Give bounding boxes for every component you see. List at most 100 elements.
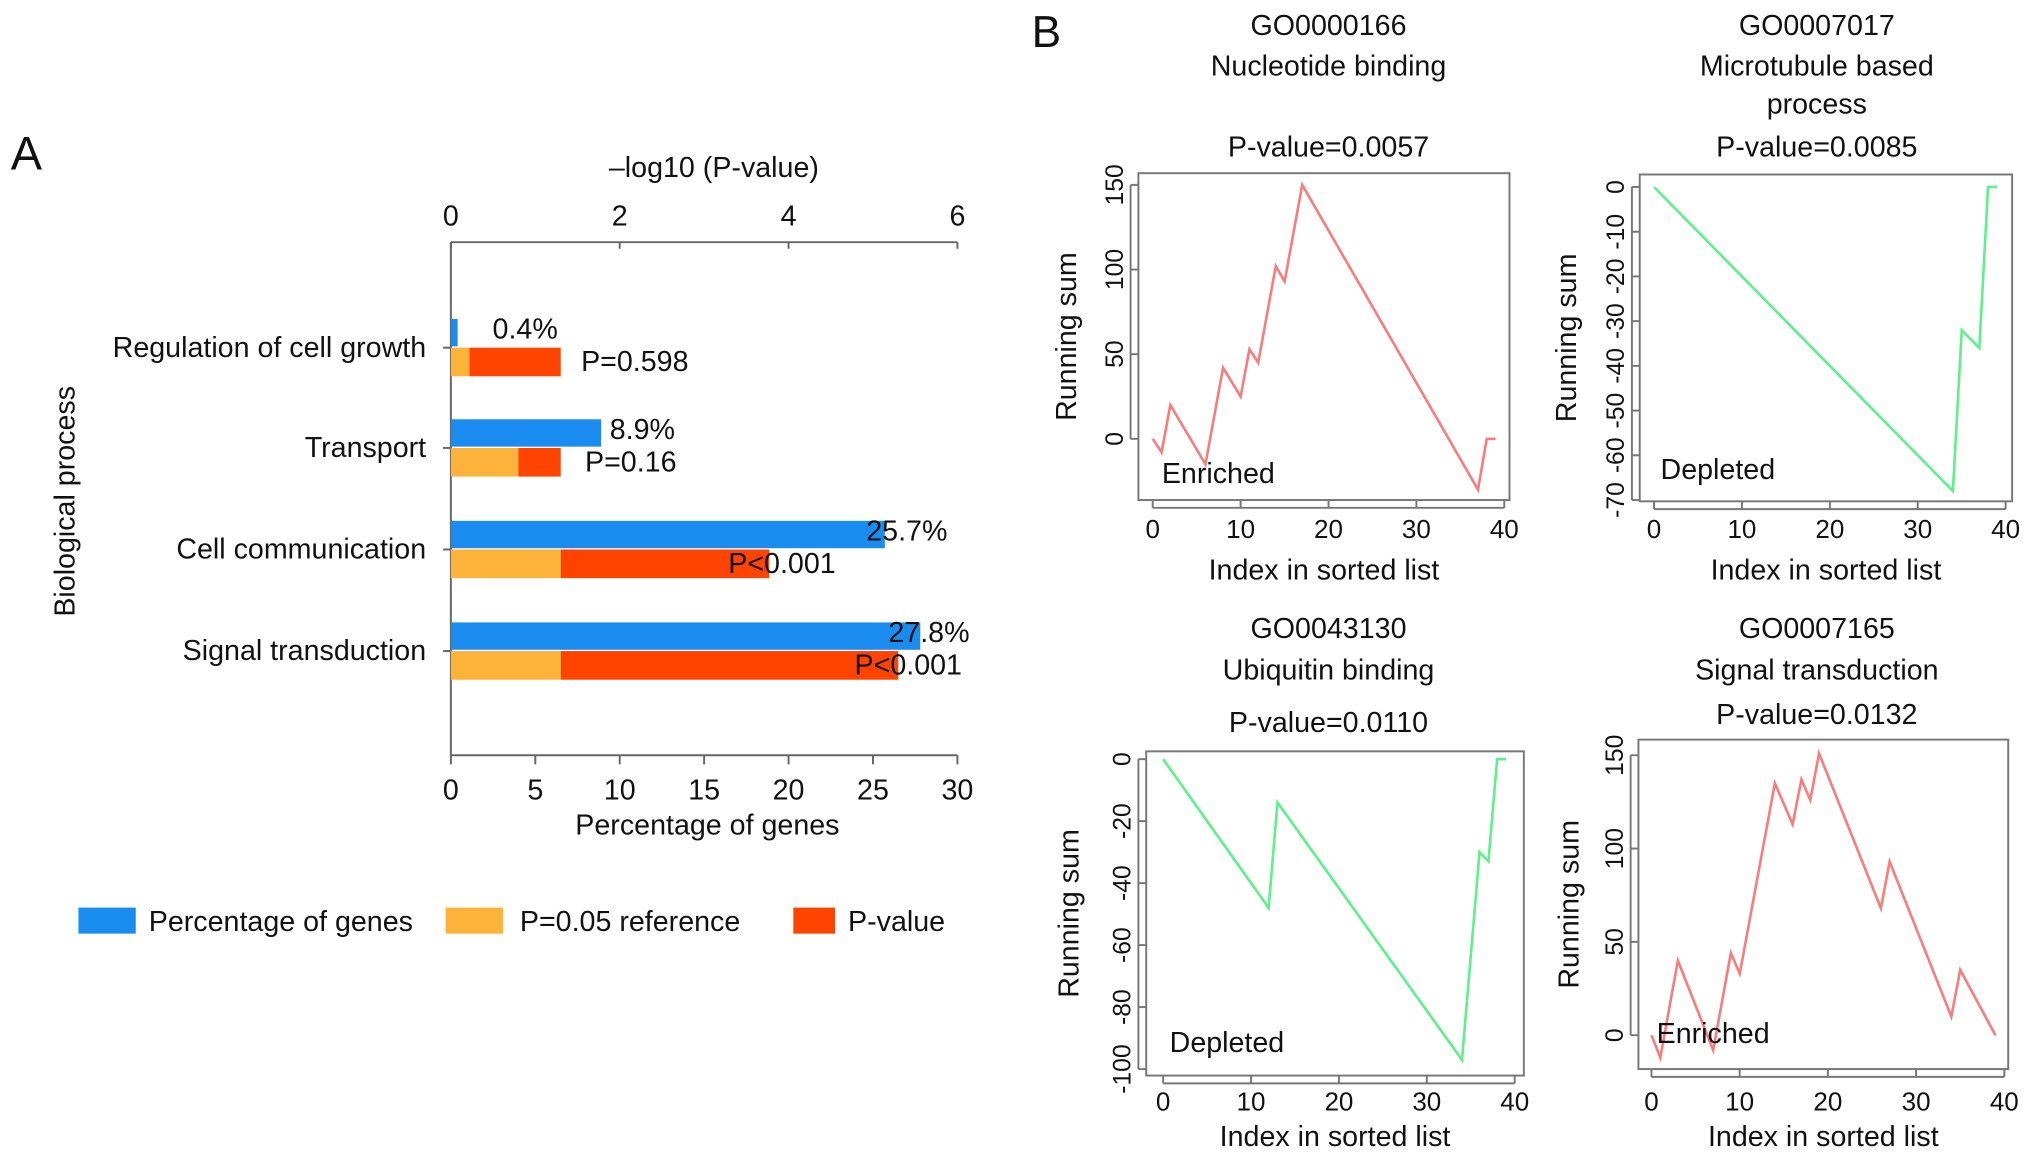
top-axis-tick-label: 2 xyxy=(612,200,628,232)
panel-label-b: B xyxy=(1032,8,1062,57)
x-axis-tick-label: 5 xyxy=(527,775,543,807)
x-axis-tick-label: 0 xyxy=(443,775,459,807)
legend-swatch xyxy=(793,907,836,934)
panel-label-a: A xyxy=(11,127,43,179)
pvalue-data-label: P=0.16 xyxy=(585,446,677,478)
y-axis-tick-label: 150 xyxy=(1102,164,1129,205)
x-axis-tick-label: 0 xyxy=(1145,514,1159,544)
x-axis-tick-label: 15 xyxy=(688,775,720,807)
running-sum-line xyxy=(1650,748,1997,1063)
legend-label: P-value xyxy=(848,906,945,938)
category-label: Signal transduction xyxy=(183,635,426,667)
reference-bar xyxy=(450,549,561,579)
percentage-bar xyxy=(450,419,602,447)
y-axis-tick-label: -70 xyxy=(1603,482,1630,518)
go-term-title: Microtubule based xyxy=(1700,51,1934,83)
x-axis-tick-label: 10 xyxy=(604,775,636,807)
x-axis-tick-label: 10 xyxy=(1237,1087,1266,1117)
category-label: Transport xyxy=(305,432,426,464)
percentage-data-label: 27.8% xyxy=(888,617,969,649)
y-axis-tick-label: -100 xyxy=(1110,1044,1137,1094)
y-axis-tick-label: -20 xyxy=(1603,259,1630,295)
running-sum-plot-go0043130: GO0043130 Ubiquitin binding P-value=0.0110… xyxy=(1054,613,1530,1153)
enrichment-annotation: Depleted xyxy=(1661,454,1776,486)
x-axis-tick-label: 10 xyxy=(1226,514,1255,544)
legend: Percentage of genes P=0.05 reference P-val… xyxy=(78,906,945,938)
pvalue-title: P-value=0.0057 xyxy=(1228,131,1429,163)
pvalue-title: P-value=0.0110 xyxy=(1229,707,1428,739)
x-axis-tick-label: 20 xyxy=(1324,1087,1353,1117)
percentage-bar xyxy=(450,622,921,650)
legend-label: P=0.05 reference xyxy=(520,906,740,938)
x-axis-title: Percentage of genes xyxy=(575,810,839,842)
running-sum-panel: GO0000166 Nucleotide binding P-value=0.005… xyxy=(1051,10,2020,1153)
y-axis-tick-label: 0 xyxy=(1102,432,1129,446)
x-axis-tick-label: 40 xyxy=(1490,514,1519,544)
y-axis-tick-label: -10 xyxy=(1603,214,1630,250)
go-id-title: GO0007017 xyxy=(1739,10,1895,42)
percentage-bar xyxy=(450,319,458,347)
y-axis-tick-label: -30 xyxy=(1603,303,1630,339)
x-axis-title: Index in sorted list xyxy=(1220,1121,1451,1153)
y-axis-tick-label: -60 xyxy=(1110,927,1137,963)
y-axis-tick-label: -80 xyxy=(1110,989,1137,1025)
y-axis-title: Running sum xyxy=(1554,820,1586,989)
category-label: Cell communication xyxy=(176,534,426,566)
reference-bar xyxy=(450,447,519,477)
category-label: Regulation of cell growth xyxy=(113,332,426,364)
pvalue-bar xyxy=(560,549,770,579)
reference-bar xyxy=(450,651,561,680)
running-sum-plot-go0007017: GO0007017 Microtubule based process P-value… xyxy=(1551,10,2020,586)
running-sum-line xyxy=(1151,181,1496,494)
x-axis-tick-label: 20 xyxy=(1815,514,1844,544)
x-axis-tick-label: 30 xyxy=(941,775,973,807)
x-axis-tick-label: 40 xyxy=(1990,1087,2019,1117)
x-axis-title: Index in sorted list xyxy=(1711,554,1942,586)
plot-frame xyxy=(1637,738,2010,1071)
y-axis-tick-label: -40 xyxy=(1110,865,1137,901)
plot-frame xyxy=(1638,173,2014,503)
x-axis-tick-label: 40 xyxy=(1500,1087,1529,1117)
x-axis-tick-label: 0 xyxy=(1647,514,1661,544)
pvalue-bar xyxy=(469,347,561,377)
y-axis-tick-label: 0 xyxy=(1602,1028,1629,1042)
x-axis-tick-label: 20 xyxy=(1314,514,1343,544)
enrichment-annotation: Enriched xyxy=(1657,1018,1770,1050)
percentage-bar xyxy=(450,520,885,549)
pvalue-bar xyxy=(560,651,899,680)
percentage-data-label: 8.9% xyxy=(610,414,675,446)
percentage-data-label: 25.7% xyxy=(866,515,947,547)
go-id-title: GO0043130 xyxy=(1251,613,1407,645)
x-axis-tick-label: 25 xyxy=(857,775,889,807)
top-axis-tick-label: 6 xyxy=(949,200,965,232)
x-axis-tick-label: 0 xyxy=(1156,1087,1170,1117)
legend-swatch xyxy=(78,907,136,934)
x-axis-tick-label: 10 xyxy=(1727,514,1756,544)
x-axis-tick-label: 30 xyxy=(1402,514,1431,544)
x-axis-tick-label: 40 xyxy=(1991,514,2020,544)
y-axis-tick-label: 0 xyxy=(1110,752,1137,766)
pvalue-data-label: P<0.001 xyxy=(728,548,835,580)
y-axis-title: Biological process xyxy=(50,386,82,617)
pvalue-title: P-value=0.0085 xyxy=(1716,131,1917,163)
y-axis-tick-label: 50 xyxy=(1602,928,1629,956)
y-axis-tick-label: 100 xyxy=(1102,249,1129,290)
y-axis-tick-label: -40 xyxy=(1603,348,1630,384)
top-axis-tick-label: 4 xyxy=(781,200,797,232)
x-axis-tick-label: 30 xyxy=(1903,514,1932,544)
running-sum-plot-go0000166: GO0000166 Nucleotide binding P-value=0.005… xyxy=(1051,10,1519,586)
y-axis-tick-label: 50 xyxy=(1102,340,1129,368)
x-axis-title: Index in sorted list xyxy=(1708,1121,1939,1153)
go-term-title: Nucleotide binding xyxy=(1211,51,1447,83)
y-axis-tick-label: -50 xyxy=(1603,393,1630,429)
top-axis-title: –log10 (P-value) xyxy=(609,152,819,184)
y-axis-title: Running sum xyxy=(1051,252,1083,421)
enrichment-annotation: Depleted xyxy=(1170,1027,1285,1059)
y-axis-tick-label: 0 xyxy=(1603,180,1630,194)
go-term-title: Signal transduction xyxy=(1695,655,1938,687)
x-axis-tick-label: 10 xyxy=(1725,1087,1754,1117)
y-axis-tick-label: -20 xyxy=(1110,803,1137,839)
legend-swatch xyxy=(445,907,503,934)
plot-frame xyxy=(1145,750,1525,1077)
